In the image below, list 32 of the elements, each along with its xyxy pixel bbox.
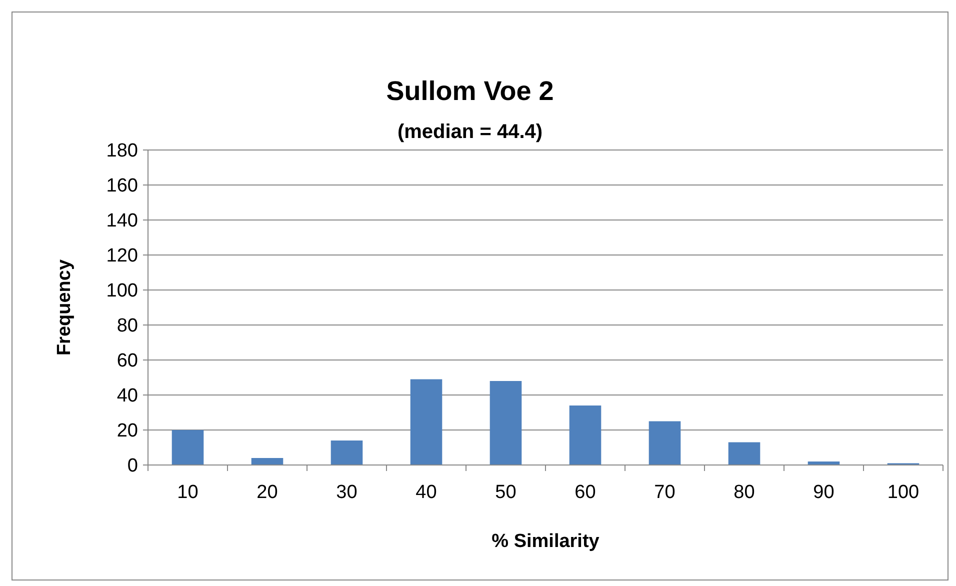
y-tick-label: 120 <box>106 246 138 267</box>
y-tick-label: 40 <box>116 386 138 407</box>
bar <box>251 458 284 465</box>
x-tick-label: 50 <box>495 482 516 503</box>
y-tick-label: 20 <box>116 420 138 442</box>
chart-title: Sullom Voe 2 <box>386 76 554 106</box>
y-tick-label: 0 <box>127 456 138 477</box>
x-tick-label: 30 <box>336 482 358 503</box>
y-tick-label: 180 <box>106 140 138 162</box>
y-tick-label: 100 <box>106 280 138 302</box>
x-tick-label: 70 <box>654 482 676 503</box>
chart-subtitle: (median = 44.4) <box>397 121 543 143</box>
bar <box>172 430 204 465</box>
bar <box>330 440 363 465</box>
bar <box>728 442 760 465</box>
bar <box>490 381 522 465</box>
x-axis-title: % Similarity <box>492 531 600 552</box>
x-tick-label: 80 <box>734 482 755 503</box>
x-tick-label: 60 <box>574 482 596 503</box>
bar <box>569 406 602 465</box>
x-tick-label: 10 <box>177 482 198 503</box>
y-tick-label: 140 <box>106 210 138 232</box>
y-axis-title: Frequency <box>54 259 75 356</box>
x-tick-label: 40 <box>416 482 437 503</box>
bar <box>648 421 681 465</box>
x-tick-label: 90 <box>813 482 834 503</box>
x-tick-label: 20 <box>256 482 278 503</box>
bar <box>410 379 442 465</box>
y-tick-label: 60 <box>116 350 138 372</box>
y-tick-label: 80 <box>116 316 138 337</box>
y-tick-label: 160 <box>106 176 138 197</box>
x-tick-label: 100 <box>887 482 920 503</box>
